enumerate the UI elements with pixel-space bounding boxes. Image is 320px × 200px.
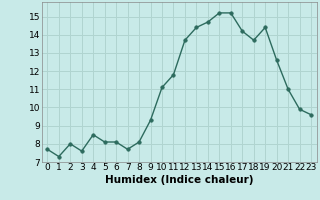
X-axis label: Humidex (Indice chaleur): Humidex (Indice chaleur) [105, 175, 253, 185]
